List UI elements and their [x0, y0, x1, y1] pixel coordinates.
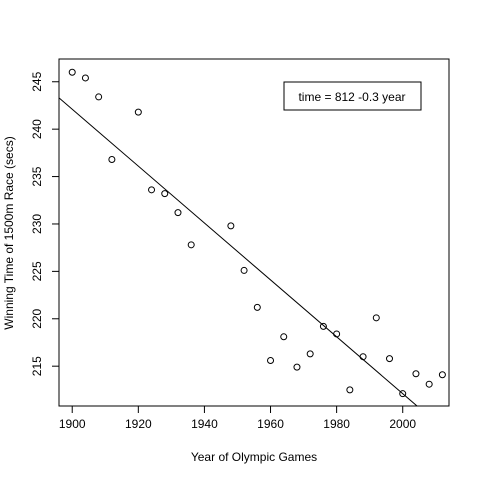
legend: time = 812 -0.3 year [283, 81, 422, 111]
data-point [412, 370, 420, 378]
data-point [267, 356, 275, 364]
data-point [148, 186, 156, 194]
y-tick-label: 230 [30, 214, 44, 234]
data-point [280, 333, 288, 341]
data-point [81, 74, 89, 82]
plot-area [59, 68, 446, 406]
data-point [319, 322, 327, 330]
x-tick-label: 1920 [125, 417, 152, 431]
data-point [134, 108, 142, 116]
data-point [227, 222, 235, 230]
y-tick-label: 215 [30, 356, 44, 376]
y-tick-label: 220 [30, 308, 44, 328]
data-point [187, 241, 195, 249]
y-tick-label: 235 [30, 166, 44, 186]
axes: 1900 1920 1940 1960 1980 2000 215 220 225 230 235 2… [30, 58, 450, 431]
y-tick-label: 240 [30, 119, 44, 139]
x-tick-label: 1980 [323, 417, 350, 431]
data-point [333, 330, 341, 338]
data-point [372, 314, 380, 322]
legend-text: time = 812 -0.3 year [298, 90, 405, 104]
x-tick-label: 1900 [59, 417, 86, 431]
regression-line [59, 97, 418, 406]
plot-frame [58, 58, 450, 407]
data-point [425, 380, 433, 388]
data-point [346, 386, 354, 394]
data-point [68, 68, 76, 76]
legend-box [283, 81, 422, 111]
data-point [253, 303, 261, 311]
data-point [359, 353, 367, 361]
data-point [306, 350, 314, 358]
x-tick-label: 2000 [389, 417, 416, 431]
data-point [386, 355, 394, 363]
data-point [293, 363, 301, 371]
y-tick-label: 225 [30, 261, 44, 281]
data-point [240, 266, 248, 274]
x-tick-label: 1940 [191, 417, 218, 431]
x-tick-label: 1960 [257, 417, 284, 431]
y-axis-title: Winning Time of 1500m Race (secs) [2, 136, 16, 329]
data-point [108, 155, 116, 163]
x-axis-title: Year of Olympic Games [191, 450, 317, 464]
y-tick-label: 245 [30, 71, 44, 91]
data-point [399, 390, 407, 398]
data-point [438, 371, 446, 379]
data-point [95, 93, 103, 101]
data-point [174, 209, 182, 217]
data-point [161, 190, 169, 198]
